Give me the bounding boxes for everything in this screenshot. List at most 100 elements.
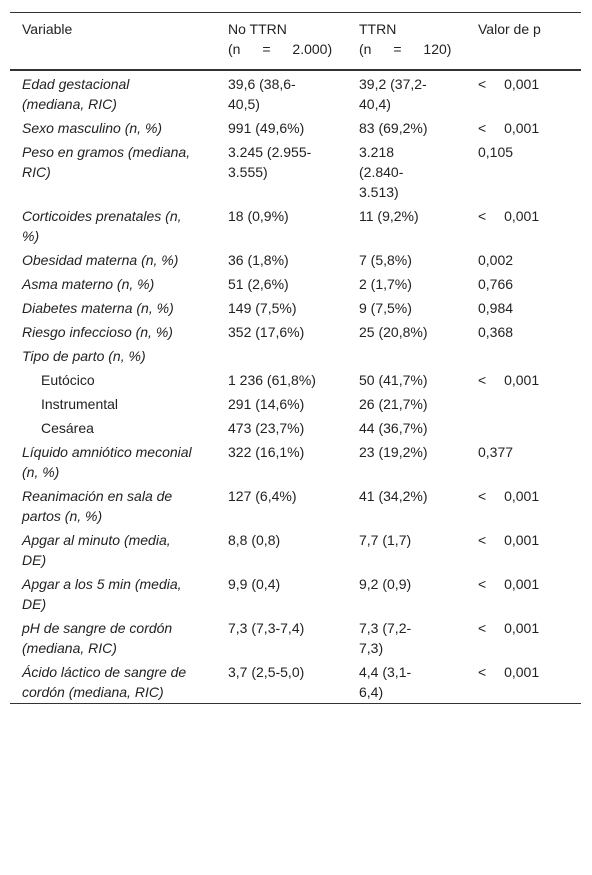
header-sub: (n = 2.000) <box>228 41 333 57</box>
table-row: Obesidad materna (n, %) 36 (1,8%) 7 (5,8%)… <box>10 247 581 271</box>
header-sub: (n = 120) <box>359 41 452 57</box>
table-cell: 0,766 <box>466 271 581 295</box>
cell-value: 0,368 <box>478 324 514 340</box>
table-cell: Riesgo infeccioso (n, %) <box>10 319 216 343</box>
table-cell: 25 (20,8%) <box>347 319 466 343</box>
table-cell: Apgar a los 5 min (media, DE) <box>10 571 216 615</box>
cell-value: 26 (21,7%) <box>359 396 428 412</box>
table-cell: 0,984 <box>466 295 581 319</box>
cell-value: 51 (2,6%) <box>228 276 289 292</box>
row-label: Instrumental <box>41 396 119 412</box>
table-cell <box>216 343 347 367</box>
cell-value: 7,3 (7,2-7,3) <box>359 620 412 656</box>
header-label: No TTRN <box>228 21 287 37</box>
table-cell: 991 (49,6%) <box>216 115 347 139</box>
table-row: Eutócico 1 236 (61,8%) 50 (41,7%) < 0,001 <box>10 367 581 391</box>
table-cell: < 0,001 <box>466 70 581 115</box>
header-cell: Valor de p <box>466 13 581 71</box>
table-cell <box>466 391 581 415</box>
table-cell: 39,2 (37,2-40,4) <box>347 70 466 115</box>
row-label: Apgar al minuto (media, DE) <box>22 532 171 568</box>
cell-value: 149 (7,5%) <box>228 300 297 316</box>
table-cell: < 0,001 <box>466 203 581 247</box>
row-label: Líquido amniótico meconial (n, %) <box>22 444 192 480</box>
row-label: Corticoides prenatales (n, %) <box>22 208 182 244</box>
table-row: Ácido láctico de sangre de cordón (media… <box>10 659 581 704</box>
cell-value: 291 (14,6%) <box>228 396 305 412</box>
cell-value: 41 (34,2%) <box>359 488 428 504</box>
table-cell: Apgar al minuto (media, DE) <box>10 527 216 571</box>
cell-value: 18 (0,9%) <box>228 208 289 224</box>
table-cell: 4,4 (3,1-6,4) <box>347 659 466 704</box>
table-cell: Líquido amniótico meconial (n, %) <box>10 439 216 483</box>
row-label: Eutócico <box>41 372 95 388</box>
cell-value: < 0,001 <box>478 664 540 680</box>
row-label: Cesárea <box>41 420 94 436</box>
table-cell: Eutócico <box>10 367 216 391</box>
cell-value: 39,6 (38,6-40,5) <box>228 76 296 112</box>
table-cell: 3,7 (2,5-5,0) <box>216 659 347 704</box>
cell-value: 25 (20,8%) <box>359 324 428 340</box>
table-row: Riesgo infeccioso (n, %) 352 (17,6%) 25 (2… <box>10 319 581 343</box>
table-row: Cesárea 473 (23,7%) 44 (36,7%) <box>10 415 581 439</box>
table-cell: 39,6 (38,6-40,5) <box>216 70 347 115</box>
cell-value: 4,4 (3,1-6,4) <box>359 664 412 700</box>
cell-value: < 0,001 <box>478 576 540 592</box>
table-cell: 9 (7,5%) <box>347 295 466 319</box>
cell-value: 7,7 (1,7) <box>359 532 412 548</box>
table-cell: 8,8 (0,8) <box>216 527 347 571</box>
table-cell: Ácido láctico de sangre de cordón (media… <box>10 659 216 704</box>
table-cell: 0,377 <box>466 439 581 483</box>
cell-value: < 0,001 <box>478 120 540 136</box>
cell-value: 7 (5,8%) <box>359 252 412 268</box>
table-cell: 26 (21,7%) <box>347 391 466 415</box>
cell-value: 3,7 (2,5-5,0) <box>228 664 305 680</box>
cell-value: < 0,001 <box>478 208 540 224</box>
table-cell: 9,2 (0,9) <box>347 571 466 615</box>
cell-value: 0,984 <box>478 300 514 316</box>
row-label: Obesidad materna (n, %) <box>22 252 179 268</box>
table-cell: 149 (7,5%) <box>216 295 347 319</box>
row-label: Asma materno (n, %) <box>22 276 155 292</box>
table-body: Edad gestacional (mediana, RIC) 39,6 (38,… <box>10 70 581 704</box>
header-cell: TTRN (n = 120) <box>347 13 466 71</box>
table-cell: 473 (23,7%) <box>216 415 347 439</box>
table-cell: 50 (41,7%) <box>347 367 466 391</box>
row-label: Diabetes materna (n, %) <box>22 300 174 316</box>
table-cell: < 0,001 <box>466 571 581 615</box>
table-row: Corticoides prenatales (n, %) 18 (0,9%) 11… <box>10 203 581 247</box>
row-label: Edad gestacional (mediana, RIC) <box>22 76 130 112</box>
row-label: Reanimación en sala de partos (n, %) <box>22 488 173 524</box>
table-cell: 291 (14,6%) <box>216 391 347 415</box>
cell-value: 39,2 (37,2-40,4) <box>359 76 427 112</box>
table-row: pH de sangre de cordón (mediana, RIC) 7,3… <box>10 615 581 659</box>
cell-value: 2 (1,7%) <box>359 276 412 292</box>
table-cell: 2 (1,7%) <box>347 271 466 295</box>
table-cell: Cesárea <box>10 415 216 439</box>
cell-value: 23 (19,2%) <box>359 444 428 460</box>
table-cell: 0,368 <box>466 319 581 343</box>
table-cell: < 0,001 <box>466 527 581 571</box>
table-cell: 7,3 (7,2-7,3) <box>347 615 466 659</box>
header-label: Variable <box>22 21 73 37</box>
cell-value: < 0,001 <box>478 372 540 388</box>
table-cell: 3.245 (2.955-3.555) <box>216 139 347 203</box>
cell-value: 3.218 (2.840-3.513) <box>359 144 404 200</box>
table-cell <box>466 343 581 367</box>
group-row: Tipo de parto (n, %) <box>10 343 581 367</box>
table-row: Líquido amniótico meconial (n, %) 322 (16… <box>10 439 581 483</box>
table-cell: 0,002 <box>466 247 581 271</box>
table-row: Diabetes materna (n, %) 149 (7,5%) 9 (7,5%… <box>10 295 581 319</box>
table-cell: 322 (16,1%) <box>216 439 347 483</box>
cell-value: 991 (49,6%) <box>228 120 305 136</box>
row-label: Peso en gramos (mediana, RIC) <box>22 144 191 180</box>
cell-value: 44 (36,7%) <box>359 420 428 436</box>
table-cell: < 0,001 <box>466 615 581 659</box>
row-label: pH de sangre de cordón (mediana, RIC) <box>22 620 173 656</box>
table-cell: 11 (9,2%) <box>347 203 466 247</box>
table-cell: 83 (69,2%) <box>347 115 466 139</box>
table-cell: 36 (1,8%) <box>216 247 347 271</box>
table-row: Sexo masculino (n, %) 991 (49,6%) 83 (69,2… <box>10 115 581 139</box>
table-cell <box>466 415 581 439</box>
